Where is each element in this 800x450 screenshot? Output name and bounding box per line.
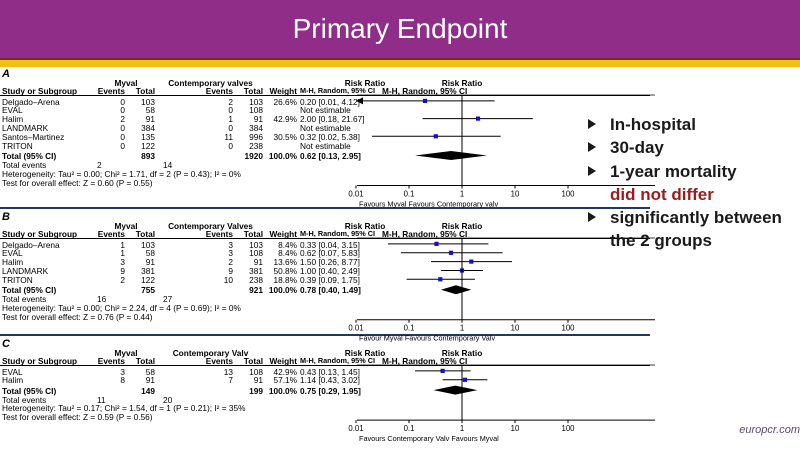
svg-text:1: 1: [460, 424, 464, 433]
svg-text:10: 10: [511, 424, 520, 433]
svg-text:Favours Contemporary Valv Fav: Favours Contemporary Valv Favours Myval: [359, 434, 499, 443]
svg-text:1: 1: [460, 190, 464, 199]
svg-text:0.01: 0.01: [348, 424, 363, 433]
svg-text:0.1: 0.1: [404, 424, 415, 433]
svg-text:10: 10: [511, 324, 520, 333]
svg-text:1: 1: [460, 324, 464, 333]
svg-text:0.1: 0.1: [404, 324, 415, 333]
svg-text:100: 100: [561, 190, 575, 199]
svg-text:100: 100: [561, 424, 575, 433]
svg-text:10: 10: [511, 190, 520, 199]
svg-text:0.01: 0.01: [348, 190, 363, 199]
svg-text:0.1: 0.1: [404, 190, 415, 199]
svg-text:0.01: 0.01: [348, 324, 363, 333]
svg-text:100: 100: [561, 324, 575, 333]
